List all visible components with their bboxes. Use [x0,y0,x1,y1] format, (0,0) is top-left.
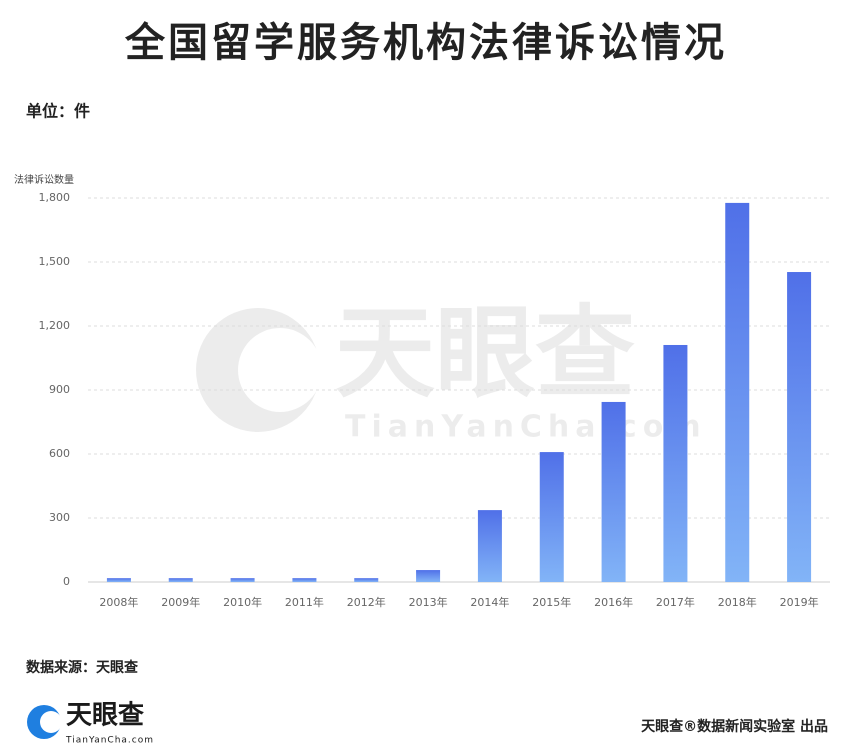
bar [168,578,193,582]
bar [725,202,750,582]
x-tick-label: 2013年 [409,595,448,609]
bar [106,578,131,582]
bar [601,401,626,582]
bar [477,510,502,582]
x-tick-label: 2015年 [532,595,571,609]
y-tick-label: 1,500 [39,255,71,268]
watermark-name: 天眼查 [335,294,635,411]
x-tick-label: 2009年 [161,595,200,609]
watermark: 天眼查 TianYanCha.com [196,294,707,445]
x-tick-label: 2016年 [594,595,633,609]
y-tick-label: 0 [63,575,70,588]
bar [292,578,317,582]
y-tick-label: 1,800 [39,191,71,204]
x-tick-label: 2019年 [780,595,819,609]
chart-title: 全国留学服务机构法律诉讼情况 [124,20,727,66]
x-tick-label: 2018年 [718,595,757,609]
bar [416,570,441,582]
x-tick-label: 2014年 [470,595,509,609]
unit-label: 单位：件 [26,102,90,121]
x-tick-label: 2012年 [347,595,386,609]
x-tick-label: 2011年 [285,595,324,609]
logo: 天眼查 TianYanCha.com [27,701,154,746]
bar [787,272,812,582]
bar [230,578,255,582]
x-tick-label: 2017年 [656,595,695,609]
y-tick-label: 900 [49,383,70,396]
logo-site: TianYanCha.com [65,736,154,746]
bar [539,452,564,582]
watermark-site: TianYanCha.com [345,410,707,445]
credit: 天眼查®数据新闻实验室 出品 [641,718,828,735]
x-tick-label: 2010年 [223,595,262,609]
y-axis-label: 法律诉讼数量 [14,173,74,186]
y-tick-label: 300 [49,511,70,524]
x-tick-label: 2008年 [99,595,138,609]
bar [354,578,379,582]
logo-name: 天眼查 [66,701,144,731]
source: 数据来源：天眼查 [26,659,139,676]
y-tick-label: 1,200 [39,319,71,332]
y-tick-label: 600 [49,447,70,460]
bar [663,344,688,582]
